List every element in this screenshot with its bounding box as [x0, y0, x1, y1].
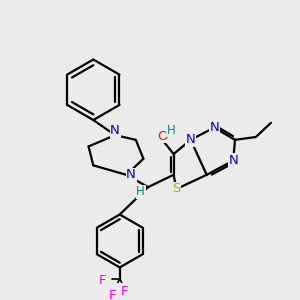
Text: F: F: [99, 274, 106, 287]
Text: F: F: [121, 286, 128, 298]
Text: N: N: [228, 154, 238, 167]
Text: F: F: [109, 289, 116, 300]
Text: N: N: [186, 134, 196, 146]
Text: H: H: [136, 185, 145, 198]
Text: N: N: [126, 168, 136, 181]
Text: N: N: [110, 124, 120, 137]
Text: O: O: [157, 130, 167, 142]
Text: N: N: [209, 121, 219, 134]
Text: H: H: [167, 124, 175, 137]
Text: S: S: [172, 182, 181, 196]
